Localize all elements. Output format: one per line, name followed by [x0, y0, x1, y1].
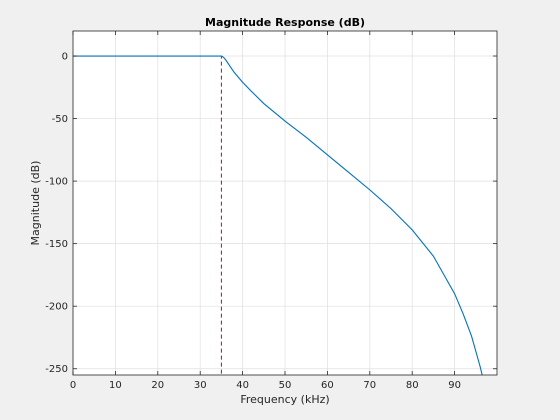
x-tick-label: 80	[406, 380, 419, 391]
y-tick-label: 0	[62, 52, 68, 63]
chart-title: Magnitude Response (dB)	[205, 16, 365, 29]
x-tick-label: 40	[236, 380, 249, 391]
y-axis-label: Magnitude (dB)	[29, 161, 42, 246]
x-tick-label: 50	[279, 380, 292, 391]
x-tick-label: 70	[363, 380, 376, 391]
y-tick-label: -250	[45, 364, 68, 375]
series-lines	[73, 55, 483, 376]
x-tick-label: 20	[151, 380, 164, 391]
x-tick-label: 90	[448, 380, 461, 391]
y-tick-label: -100	[45, 177, 68, 188]
x-tick-label: 60	[321, 380, 334, 391]
y-tick-label: -50	[52, 114, 68, 125]
x-tick-label: 30	[194, 380, 207, 391]
x-axis-label: Frequency (kHz)	[240, 393, 329, 406]
y-tick-label: -200	[45, 302, 68, 313]
axis-ticks	[72, 31, 497, 375]
x-tick-label: 0	[70, 380, 76, 391]
tick-labels: 0 10 20 30 40 50 60 70 80 90 0 -50 -100 -150 -200 -250	[45, 52, 461, 391]
series-line	[73, 55, 483, 376]
y-tick-label: -150	[45, 239, 68, 250]
x-tick-label: 10	[109, 380, 122, 391]
grid-lines	[72, 31, 497, 375]
